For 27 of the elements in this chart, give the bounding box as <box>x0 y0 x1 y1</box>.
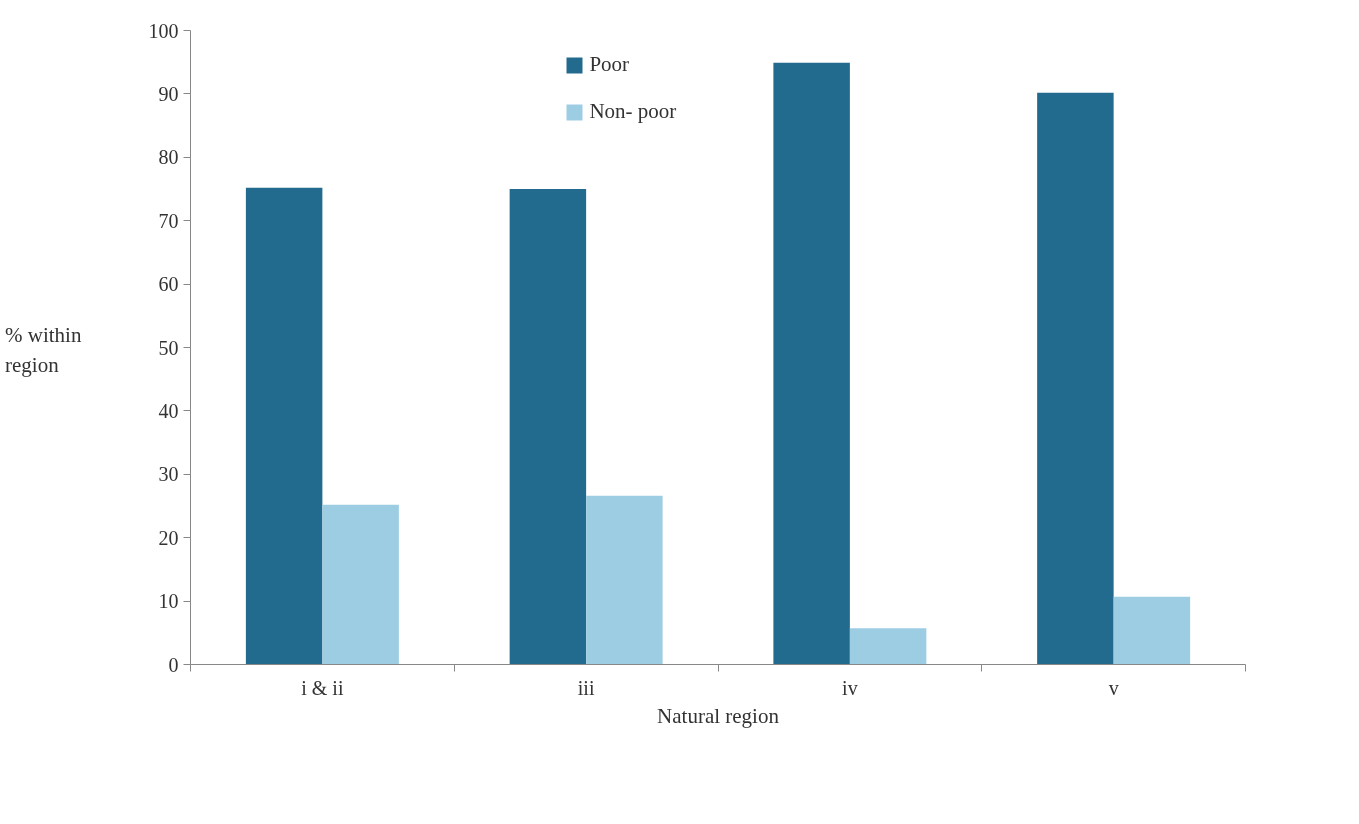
x-tick-label: v <box>1108 676 1119 699</box>
bar <box>322 504 399 665</box>
y-tick-label: 0 <box>168 653 179 676</box>
bar <box>1037 92 1114 665</box>
x-tick-label: iv <box>842 676 858 699</box>
x-tick-label: iii <box>577 676 595 699</box>
y-tick-label: 40 <box>158 399 179 422</box>
legend-label: Non- poor <box>589 99 677 124</box>
bar <box>509 189 587 665</box>
y-tick-label: 70 <box>158 209 179 232</box>
y-tick-label: 10 <box>158 590 179 613</box>
y-tick-label: 80 <box>158 146 179 169</box>
bar <box>245 187 323 665</box>
y-tick-label: 20 <box>158 526 179 549</box>
y-tick-label: 60 <box>158 273 179 296</box>
x-axis-title: Natural region <box>657 703 780 728</box>
y-tick-label: 100 <box>148 19 179 42</box>
bar <box>1113 596 1191 665</box>
y-tick-label: 30 <box>158 463 179 486</box>
legend-label: Poor <box>589 52 630 77</box>
y-axis-title: % within region <box>5 322 82 379</box>
bar <box>586 495 663 665</box>
x-tick-label: i & ii <box>301 676 344 699</box>
y-tick-label: 50 <box>158 336 179 359</box>
y-tick-label: 90 <box>158 82 179 105</box>
bar <box>773 62 850 665</box>
bar <box>849 628 927 665</box>
